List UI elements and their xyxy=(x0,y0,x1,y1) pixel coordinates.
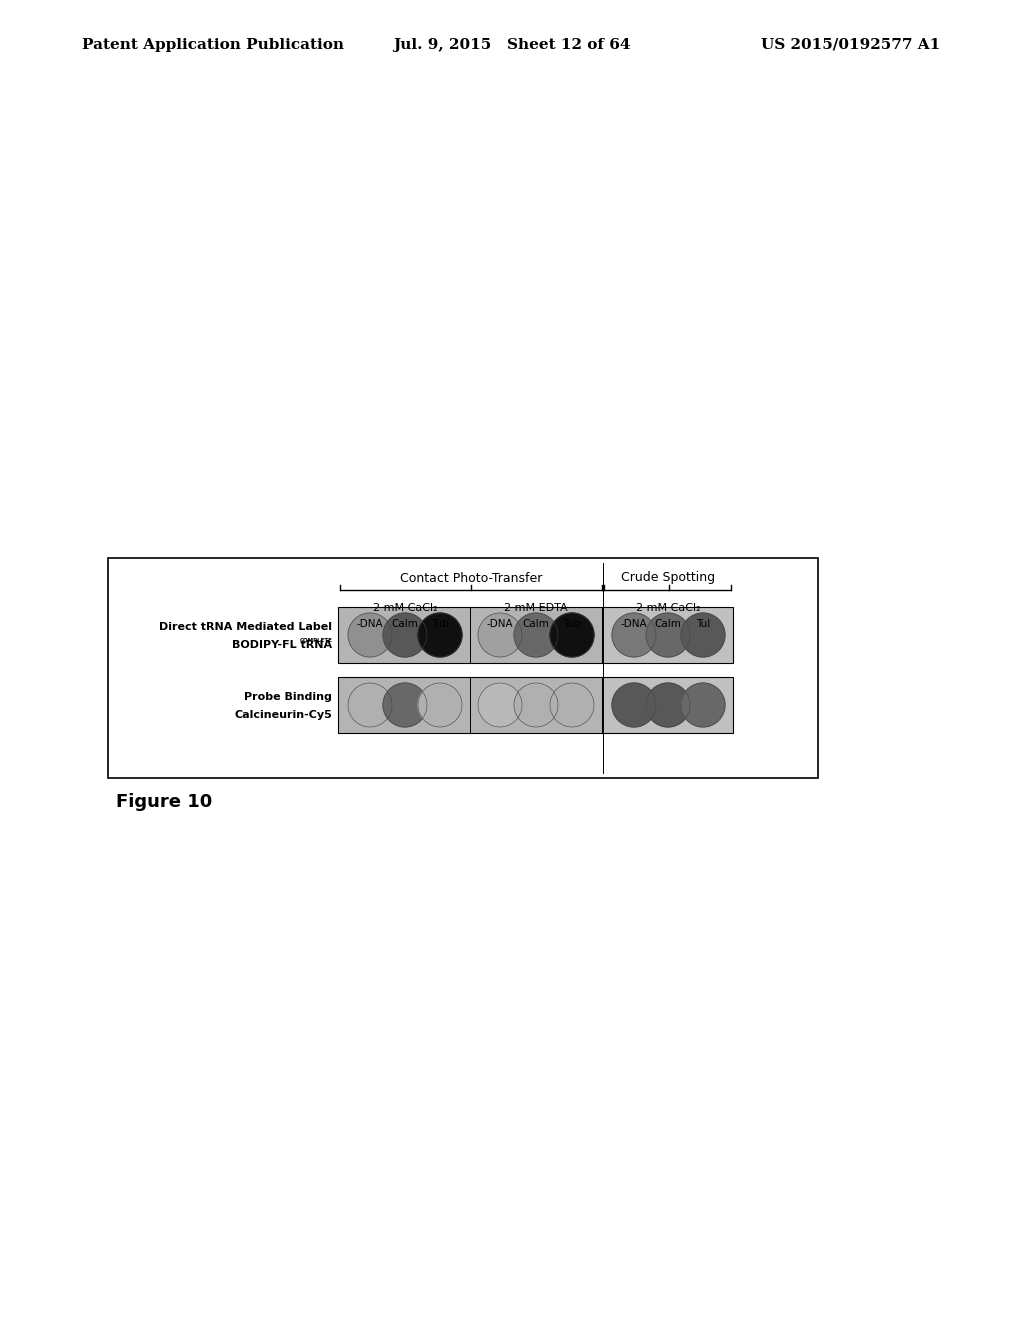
Text: COMPLETE: COMPLETE xyxy=(300,638,333,643)
Bar xyxy=(108,558,818,777)
Text: Direct tRNA Mediated Label: Direct tRNA Mediated Label xyxy=(159,622,332,632)
Text: 2 mM CaCl₂: 2 mM CaCl₂ xyxy=(636,603,700,612)
Text: Contact Photo-Transfer: Contact Photo-Transfer xyxy=(399,572,542,585)
Circle shape xyxy=(348,682,392,727)
Text: Calm: Calm xyxy=(391,619,419,630)
Text: Calm: Calm xyxy=(522,619,550,630)
Circle shape xyxy=(418,612,462,657)
Text: -DNA: -DNA xyxy=(621,619,647,630)
Text: Tub: Tub xyxy=(563,619,581,630)
Circle shape xyxy=(514,612,558,657)
Circle shape xyxy=(348,612,392,657)
Text: Probe Binding: Probe Binding xyxy=(244,692,332,702)
Circle shape xyxy=(478,612,522,657)
Text: Patent Application Publication: Patent Application Publication xyxy=(82,38,344,51)
Circle shape xyxy=(646,682,690,727)
Text: US 2015/0192577 A1: US 2015/0192577 A1 xyxy=(761,38,940,51)
Text: 2 mM CaCl₂: 2 mM CaCl₂ xyxy=(373,603,437,612)
Circle shape xyxy=(681,612,725,657)
Text: Tul: Tul xyxy=(696,619,710,630)
Text: Calm: Calm xyxy=(654,619,681,630)
Text: -DNA: -DNA xyxy=(356,619,383,630)
Circle shape xyxy=(646,612,690,657)
Text: 2 mM EDTA: 2 mM EDTA xyxy=(504,603,568,612)
Text: BODIPY-FL tRNA: BODIPY-FL tRNA xyxy=(231,640,332,649)
Text: -DNA: -DNA xyxy=(486,619,513,630)
Bar xyxy=(602,607,733,663)
Text: Jul. 9, 2015   Sheet 12 of 64: Jul. 9, 2015 Sheet 12 of 64 xyxy=(393,38,631,51)
Text: Figure 10: Figure 10 xyxy=(116,793,212,810)
Circle shape xyxy=(612,612,656,657)
Text: Crude Spotting: Crude Spotting xyxy=(622,572,716,585)
Text: Tub: Tub xyxy=(431,619,449,630)
Circle shape xyxy=(612,682,656,727)
Circle shape xyxy=(418,682,462,727)
Circle shape xyxy=(514,682,558,727)
Circle shape xyxy=(681,682,725,727)
Circle shape xyxy=(550,682,594,727)
Circle shape xyxy=(383,682,427,727)
Circle shape xyxy=(550,612,594,657)
Circle shape xyxy=(478,682,522,727)
Circle shape xyxy=(383,612,427,657)
Bar xyxy=(338,607,604,663)
Bar xyxy=(602,677,733,733)
Text: Calcineurin-Cy5: Calcineurin-Cy5 xyxy=(234,710,332,719)
Bar xyxy=(338,677,604,733)
